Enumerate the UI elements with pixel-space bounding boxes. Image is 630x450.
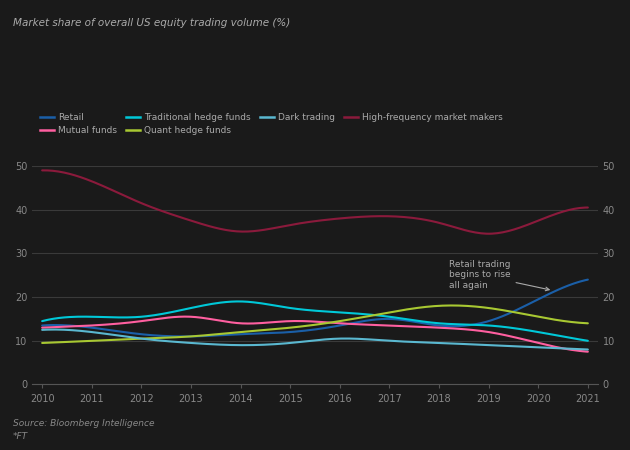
Text: Market share of overall US equity trading volume (%): Market share of overall US equity tradin…: [13, 18, 290, 28]
Legend: Retail, Mutual funds, Traditional hedge funds, Quant hedge funds, Dark trading, : Retail, Mutual funds, Traditional hedge …: [37, 109, 507, 139]
Text: Source: Bloomberg Intelligence: Source: Bloomberg Intelligence: [13, 418, 154, 427]
Text: *FT: *FT: [13, 432, 28, 441]
Text: Retail trading
begins to rise
all again: Retail trading begins to rise all again: [449, 260, 549, 291]
